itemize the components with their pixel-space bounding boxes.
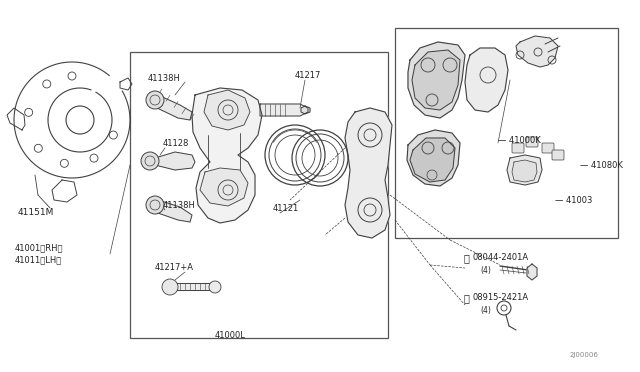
Text: 08915-2421A: 08915-2421A xyxy=(473,294,529,302)
Polygon shape xyxy=(260,104,308,116)
Text: — 41000K: — 41000K xyxy=(498,135,541,144)
Text: 41151M: 41151M xyxy=(18,208,54,217)
Polygon shape xyxy=(192,88,262,223)
Polygon shape xyxy=(410,138,455,182)
Polygon shape xyxy=(527,264,537,280)
Polygon shape xyxy=(516,36,558,67)
FancyBboxPatch shape xyxy=(552,150,564,160)
FancyBboxPatch shape xyxy=(542,143,554,153)
Text: 41138H: 41138H xyxy=(163,201,196,209)
Bar xyxy=(395,28,618,238)
Text: 41217: 41217 xyxy=(295,71,321,80)
Circle shape xyxy=(146,196,164,214)
Bar xyxy=(130,52,388,338)
Polygon shape xyxy=(301,106,310,114)
Polygon shape xyxy=(152,95,192,120)
Polygon shape xyxy=(152,200,192,222)
Text: 08044-2401A: 08044-2401A xyxy=(473,253,529,263)
Polygon shape xyxy=(204,90,250,130)
FancyBboxPatch shape xyxy=(512,143,524,153)
Text: 41001〈RH〉: 41001〈RH〉 xyxy=(15,244,63,253)
Text: 41121: 41121 xyxy=(273,203,300,212)
Text: Ⓑ: Ⓑ xyxy=(464,253,470,263)
Polygon shape xyxy=(175,283,215,290)
Text: 41011〈LH〉: 41011〈LH〉 xyxy=(15,256,62,264)
Circle shape xyxy=(162,279,178,295)
Text: — 41003: — 41003 xyxy=(555,196,593,205)
Text: — 41080K: — 41080K xyxy=(580,160,623,170)
Polygon shape xyxy=(412,50,460,110)
Polygon shape xyxy=(408,42,465,118)
Text: (4): (4) xyxy=(480,305,491,314)
Polygon shape xyxy=(200,168,248,206)
Text: 41000L: 41000L xyxy=(214,330,245,340)
Polygon shape xyxy=(507,155,542,185)
Text: 41217+A: 41217+A xyxy=(155,263,194,273)
Text: 2J00006: 2J00006 xyxy=(570,352,599,358)
Polygon shape xyxy=(465,48,508,112)
Circle shape xyxy=(209,281,221,293)
Polygon shape xyxy=(152,152,195,170)
Text: (4): (4) xyxy=(480,266,491,275)
Text: 41128: 41128 xyxy=(163,138,189,148)
Circle shape xyxy=(146,91,164,109)
Text: Ⓜ: Ⓜ xyxy=(464,293,470,303)
Text: 41138H: 41138H xyxy=(148,74,181,83)
Polygon shape xyxy=(345,108,392,238)
FancyBboxPatch shape xyxy=(526,137,538,147)
Polygon shape xyxy=(407,130,460,186)
Polygon shape xyxy=(512,160,537,182)
Circle shape xyxy=(141,152,159,170)
